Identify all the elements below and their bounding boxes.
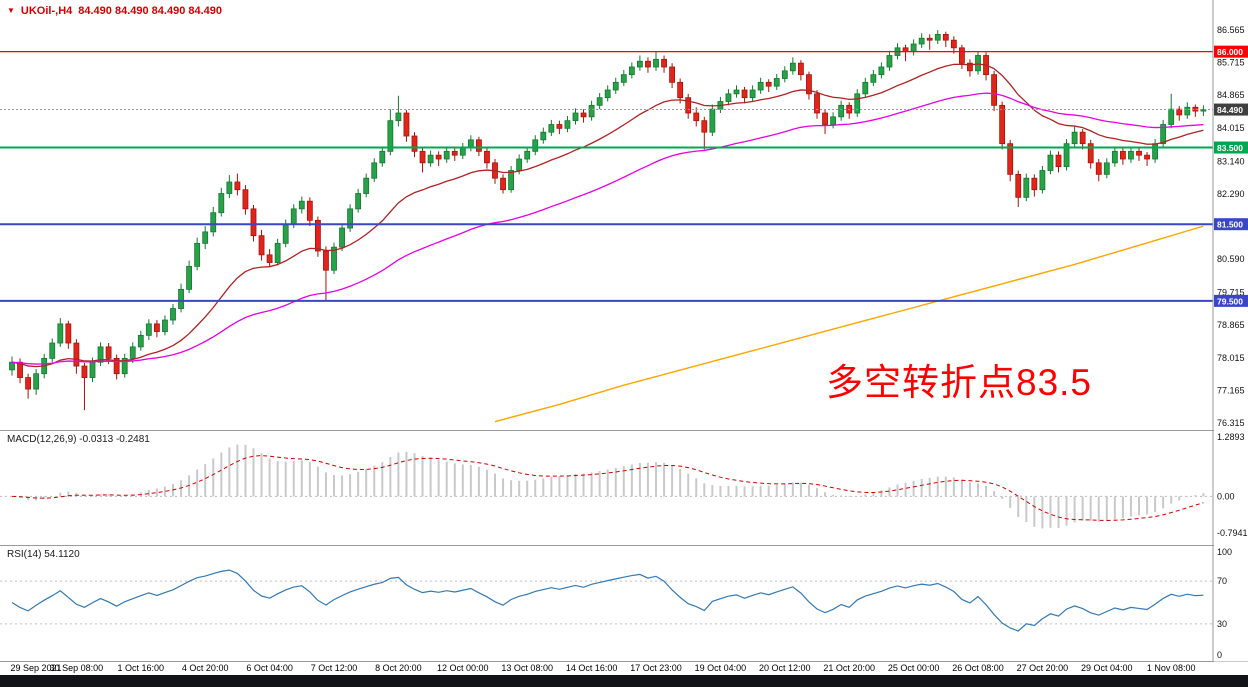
ma-fast-line [11, 63, 1204, 368]
chart-annotation-text: 多空转折点83.5 [826, 362, 1093, 403]
macd-axis[interactable]: 1.2893 0.00 -0.7941 [1217, 432, 1248, 538]
quote-bar[interactable]: ▼ UKOil-,H4 84.490 84.490 84.490 84.490 [7, 5, 222, 17]
svg-text:12 Oct 00:00: 12 Oct 00:00 [437, 663, 489, 673]
svg-text:83.500: 83.500 [1217, 143, 1243, 153]
svg-text:86.000: 86.000 [1217, 47, 1243, 57]
svg-text:14 Oct 16:00: 14 Oct 16:00 [566, 663, 618, 673]
svg-text:84.015: 84.015 [1217, 123, 1245, 133]
svg-text:25 Oct 00:00: 25 Oct 00:00 [888, 663, 940, 673]
svg-text:26 Oct 08:00: 26 Oct 08:00 [952, 663, 1004, 673]
svg-text:17 Oct 23:00: 17 Oct 23:00 [630, 663, 682, 673]
svg-text:29 Oct 04:00: 29 Oct 04:00 [1081, 663, 1133, 673]
svg-text:100: 100 [1217, 547, 1232, 557]
svg-text:78.865: 78.865 [1217, 320, 1245, 330]
svg-text:7 Oct 12:00: 7 Oct 12:00 [311, 663, 358, 673]
taskbar[interactable] [0, 675, 1248, 687]
svg-text:81.500: 81.500 [1217, 220, 1243, 230]
svg-text:83.140: 83.140 [1217, 156, 1245, 166]
horizontal-level-lines[interactable] [0, 51, 1213, 302]
candles-layer [9, 30, 1207, 411]
svg-text:84.490: 84.490 [1217, 105, 1243, 115]
svg-text:77.165: 77.165 [1217, 385, 1245, 395]
svg-text:0.00: 0.00 [1217, 491, 1235, 501]
svg-text:13 Oct 08:00: 13 Oct 08:00 [501, 663, 553, 673]
svg-text:86.565: 86.565 [1217, 25, 1245, 35]
svg-text:79.715: 79.715 [1217, 288, 1245, 298]
svg-text:20 Oct 12:00: 20 Oct 12:00 [759, 663, 811, 673]
svg-text:19 Oct 04:00: 19 Oct 04:00 [695, 663, 747, 673]
svg-text:-0.7941: -0.7941 [1217, 528, 1248, 538]
svg-text:78.015: 78.015 [1217, 353, 1245, 363]
svg-text:85.715: 85.715 [1217, 58, 1245, 68]
svg-text:1 Oct 16:00: 1 Oct 16:00 [118, 663, 165, 673]
svg-text:4 Oct 20:00: 4 Oct 20:00 [182, 663, 229, 673]
svg-text:1.2893: 1.2893 [1217, 432, 1245, 442]
macd-histogram [19, 444, 1205, 529]
svg-text:79.500: 79.500 [1217, 296, 1243, 306]
rsi-axis[interactable]: 100 70 30 0 [1217, 547, 1232, 660]
ma-mid-line [11, 92, 1204, 365]
svg-text:21 Oct 20:00: 21 Oct 20:00 [823, 663, 875, 673]
chevron-down-icon[interactable]: ▼ [7, 6, 15, 15]
svg-text:27 Oct 20:00: 27 Oct 20:00 [1017, 663, 1069, 673]
rsi-line [11, 569, 1204, 632]
svg-text:76.315: 76.315 [1217, 418, 1245, 428]
symbol-timeframe-label: UKOil-,H4 [20, 5, 73, 17]
price-axis[interactable]: 86.565 85.715 84.865 84.015 83.140 82.290 80.5… [1214, 25, 1248, 428]
svg-text:1 Nov 08:00: 1 Nov 08:00 [1147, 663, 1196, 673]
svg-text:70: 70 [1217, 576, 1227, 586]
svg-text:30: 30 [1217, 619, 1227, 629]
ma-slow-line [494, 225, 1204, 423]
svg-text:82.290: 82.290 [1217, 189, 1245, 199]
svg-text:8 Oct 20:00: 8 Oct 20:00 [375, 663, 422, 673]
svg-text:6 Oct 04:00: 6 Oct 04:00 [246, 663, 293, 673]
panel-separators[interactable] [0, 430, 1248, 662]
rsi-indicator-label: RSI(14) 54.1120 [7, 549, 80, 560]
svg-text:80.590: 80.590 [1217, 254, 1245, 264]
macd-signal-line [11, 455, 1204, 522]
svg-text:30 Sep 08:00: 30 Sep 08:00 [50, 663, 104, 673]
svg-text:84.865: 84.865 [1217, 90, 1245, 100]
svg-text:29 Sep 2021: 29 Sep 2021 [10, 663, 61, 673]
svg-text:0: 0 [1217, 650, 1222, 660]
macd-indicator-label: MACD(12,26,9) -0.0313 -0.2481 [7, 434, 150, 445]
quote-ohlc-values: 84.490 84.490 84.490 84.490 [78, 5, 223, 17]
